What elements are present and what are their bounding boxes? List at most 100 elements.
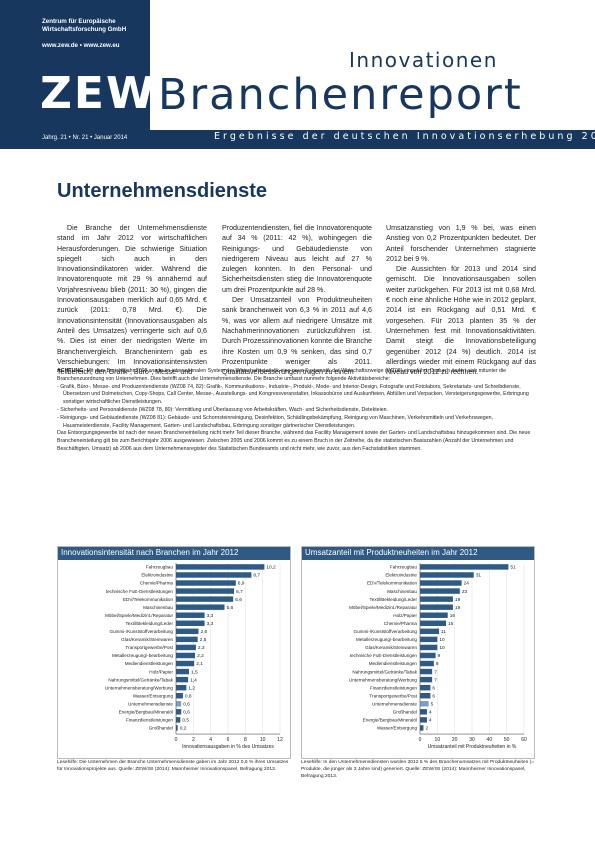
data-label: 10,2 [266,565,276,571]
category-label: Holz/Papier [393,613,417,618]
tick-label: 0 [175,737,178,743]
category-label: EDV/Telekommunikation [123,597,173,602]
bar [176,660,195,667]
tick-label: 40 [487,737,493,743]
chart-title: Umsatzanteil mit Produktneuheiten im Jah… [302,547,534,560]
institute-line: Zentrum für Europäische [42,18,116,25]
bar [420,717,427,723]
category-label: Fahrzeugbau [390,565,418,570]
bar [176,725,178,731]
bar [420,644,438,651]
bar [420,676,433,683]
note-intro: Mit dem Berichtsjahr 2008 wurde im inter… [57,368,507,382]
article-column-2: Produzentendiensten, fiel die Innovatore… [222,223,372,377]
paragraph: Umsatzanstieg von 1,9 % bei, was einen A… [386,224,536,263]
bar [176,676,189,683]
header-bar [0,130,595,149]
category-label: Fahrzeugbau [146,565,174,570]
data-label: 6 [432,685,435,691]
category-label: Textil/Bekleidung/Leder [126,621,174,626]
category-label: technische FuE-Dienstleistungen [350,653,418,658]
x-axis-label: Umsatzanteil mit Produktneuheiten in % [428,744,517,750]
tick-label: 0 [419,737,422,743]
data-label: 6 [432,693,435,699]
category-label: Glas/Keramik/Steinwaren [121,637,173,642]
tick-label: 50 [504,737,510,743]
bar [420,725,424,731]
data-label: 1,5 [191,669,198,675]
category-label: Unternehmensdienste [128,701,173,706]
bar [176,604,225,610]
data-label: 8 [436,661,439,667]
data-label: 7 [434,669,437,675]
bar [420,693,431,699]
data-label: 31 [476,573,482,579]
category-label: Gummi-/Kunststoffverarbeitung [110,629,174,634]
bar [176,717,181,723]
category-label: Gummi-/Kunststoffverarbeitung [354,629,418,634]
data-label: 0,5 [182,718,189,724]
bar [420,596,453,602]
category-label: Holz/Papier [149,669,173,674]
institute-website[interactable]: www.zew.de • www.zew.eu [42,42,120,49]
article-column-1: Die Branche der Unternehmensdienste stan… [57,223,207,377]
data-label: 1,2 [188,685,195,691]
bar [176,684,187,691]
data-label: 4 [429,718,432,724]
paragraph: Die Aussichten für 2013 und 2014 sind ge… [386,265,536,377]
data-label: 0,6 [183,710,190,716]
data-label: 8,7 [253,573,260,579]
category-label: Wasser/Entsorgung [377,726,418,731]
note-item: Grafik, Büro-, Messe- und Produzentendie… [57,384,537,407]
bar [176,668,189,675]
bar [176,572,252,578]
data-label: 7 [434,677,437,683]
bar [176,612,205,618]
category-label: EDV/Telekommunikation [367,581,417,586]
tick-label: 12 [277,737,283,743]
data-label: 0,6 [183,701,190,707]
bar [176,701,182,707]
bar [176,580,236,586]
note-outro: Das Entsorgungsgewerbe ist nach der neue… [57,430,531,452]
tick-label: 6 [227,737,230,743]
data-label: 3,3 [207,613,214,619]
data-label: 51 [510,565,516,571]
data-label: 2,3 [198,645,205,651]
x-axis-label: Innovationsausgaben in % des Umsatzes [182,744,274,750]
zew-logo: ZEW [40,68,157,119]
category-label: Finanzdienstleistungen [370,685,417,690]
methodology-note: ACHTUNG: Mit dem Berichtsjahr 2008 wurde… [57,368,537,454]
chart-caption-right: Lesehilfe: In den Unternehmensdiensten w… [301,760,535,779]
data-label: 2 [425,726,428,732]
institute-line: Wirtschaftsforschung GmbH [42,26,127,33]
bar [420,604,453,610]
data-label: 19 [455,597,461,603]
category-label: Unternehmensberatung/Werbung [349,677,418,682]
category-label: Chemie/Pharma [140,581,174,586]
tick-label: 60 [521,737,527,743]
chart-caption-left: Lesehilfe: Die Unternehmen der Branche U… [57,760,289,772]
category-label: Transportgewerbe/Post [125,645,173,650]
data-label: 2,1 [196,661,203,667]
bar [420,684,431,691]
data-label: 4 [429,710,432,716]
category-label: technische FuE-Dienstleistungen [106,589,174,594]
data-label: 2,6 [201,629,208,635]
category-label: Energie/Bergbau/Mineralöl [363,718,417,723]
note-label: ACHTUNG: [57,368,85,374]
category-label: Unternehmensberatung/Werbung [105,685,174,690]
tick-label: 2 [192,737,195,743]
category-label: Nahrungsmittel/Getränke/Tabak [108,677,173,682]
bar [176,628,199,635]
data-label: 23 [462,589,468,595]
bar [176,588,235,594]
tick-label: 8 [244,737,247,743]
bar [420,564,509,570]
product-novelty-share-chart: Umsatzanteil mit Produktneuheiten im Jah… [301,546,535,759]
data-label: 5 [431,701,434,707]
paragraph: Produzentendiensten, fiel die Innovatore… [222,224,372,294]
data-label: 1,4 [190,677,197,683]
data-label: 2,2 [197,653,204,659]
innovation-intensity-chart: Innovationsintensität nach Branchen im J… [57,546,291,759]
